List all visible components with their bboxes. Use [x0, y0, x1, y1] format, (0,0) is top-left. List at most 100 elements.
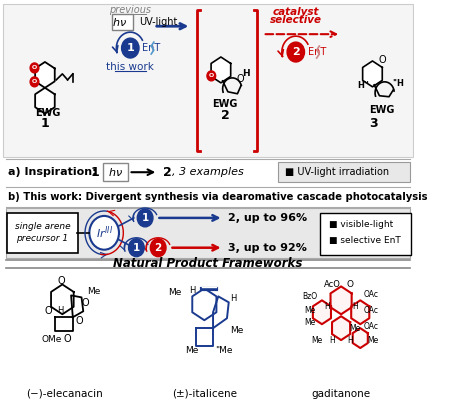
Text: 2: 2: [292, 47, 300, 57]
Text: Me: Me: [349, 324, 361, 333]
Text: Me: Me: [304, 306, 315, 315]
Polygon shape: [213, 297, 229, 328]
Text: OMe: OMe: [42, 335, 62, 344]
Text: ■ selective EnT: ■ selective EnT: [329, 236, 401, 245]
Text: O: O: [32, 65, 37, 70]
Text: H: H: [242, 70, 250, 79]
Text: 1: 1: [90, 166, 99, 179]
Text: (−)-elecanacin: (−)-elecanacin: [26, 389, 102, 399]
Text: O: O: [209, 73, 214, 79]
Text: 3: 3: [369, 117, 378, 130]
Text: $h\nu$: $h\nu$: [108, 166, 123, 178]
Text: 3, up to 92%: 3, up to 92%: [228, 243, 307, 253]
FancyBboxPatch shape: [112, 14, 133, 30]
Text: AcO: AcO: [324, 280, 341, 289]
Text: UV-light: UV-light: [139, 17, 177, 27]
Text: 2: 2: [221, 109, 229, 122]
Text: O: O: [378, 55, 386, 65]
FancyBboxPatch shape: [3, 4, 412, 157]
Text: EWG: EWG: [212, 99, 238, 109]
Text: 1: 1: [133, 243, 140, 253]
Text: O: O: [45, 306, 52, 316]
Text: H: H: [230, 294, 237, 303]
Text: gaditanone: gaditanone: [311, 389, 371, 399]
Polygon shape: [313, 300, 331, 324]
Text: ''H: ''H: [392, 79, 404, 88]
Text: Me: Me: [367, 335, 378, 344]
FancyBboxPatch shape: [6, 208, 410, 258]
Text: this work: this work: [106, 62, 154, 72]
Text: 1: 1: [141, 213, 149, 223]
Polygon shape: [192, 288, 217, 320]
FancyBboxPatch shape: [277, 162, 410, 182]
Text: O: O: [81, 298, 89, 308]
Text: Natural Product Frameworks: Natural Product Frameworks: [113, 257, 302, 270]
Text: O: O: [58, 276, 65, 286]
Circle shape: [128, 239, 144, 256]
Text: Me: Me: [230, 326, 244, 335]
Text: O: O: [76, 316, 83, 326]
Text: 2: 2: [155, 243, 162, 253]
Circle shape: [137, 209, 153, 227]
Text: BzO: BzO: [302, 292, 317, 301]
Circle shape: [90, 216, 119, 249]
Text: EWG: EWG: [35, 108, 60, 118]
Circle shape: [122, 38, 139, 58]
Polygon shape: [353, 328, 368, 348]
Text: H: H: [324, 302, 330, 311]
Text: H: H: [189, 286, 195, 295]
Polygon shape: [196, 328, 213, 346]
Text: selective: selective: [270, 15, 322, 25]
Polygon shape: [71, 295, 83, 317]
Text: O: O: [32, 79, 37, 84]
FancyBboxPatch shape: [7, 213, 78, 253]
Polygon shape: [363, 61, 382, 87]
Text: $Ir^{III}$: $Ir^{III}$: [96, 225, 113, 241]
Text: H: H: [352, 302, 358, 311]
Polygon shape: [51, 284, 73, 314]
Text: 2, up to 96%: 2, up to 96%: [228, 213, 307, 223]
Text: H'': H'': [357, 81, 369, 90]
Text: Me: Me: [311, 335, 322, 344]
Text: EWG: EWG: [369, 105, 395, 115]
Circle shape: [207, 71, 216, 81]
Text: OAc: OAc: [363, 321, 378, 330]
Text: , 3 examples: , 3 examples: [172, 167, 244, 177]
FancyBboxPatch shape: [320, 213, 411, 255]
FancyBboxPatch shape: [103, 163, 128, 181]
Text: 2: 2: [164, 166, 172, 179]
Polygon shape: [332, 316, 350, 340]
Text: Me: Me: [304, 318, 315, 327]
Text: Me: Me: [87, 287, 100, 296]
Text: previous: previous: [109, 5, 151, 15]
Text: H: H: [57, 306, 64, 315]
Text: EnT: EnT: [308, 47, 326, 57]
Text: catalyst: catalyst: [273, 7, 319, 17]
Text: Me: Me: [168, 288, 182, 297]
Polygon shape: [35, 88, 55, 114]
Text: EnT: EnT: [143, 43, 161, 53]
Text: O: O: [346, 280, 353, 289]
Polygon shape: [330, 286, 352, 314]
Text: b) This work: Divergent synthesis via dearomative cascade photocatalysis: b) This work: Divergent synthesis via de…: [9, 192, 428, 202]
Circle shape: [150, 239, 166, 256]
Text: (±)-italicene: (±)-italicene: [172, 389, 237, 399]
Text: O: O: [236, 74, 244, 84]
Text: O: O: [64, 334, 72, 344]
Text: OAc: OAc: [363, 290, 378, 299]
Text: single arene: single arene: [15, 222, 70, 231]
Text: Me: Me: [185, 346, 199, 355]
Polygon shape: [35, 62, 55, 88]
Text: precursor 1: precursor 1: [16, 234, 68, 243]
Text: OAc: OAc: [363, 306, 378, 315]
Text: a) Inspiration:: a) Inspiration:: [9, 167, 97, 177]
Text: H: H: [329, 335, 335, 344]
Text: ■ visible-light: ■ visible-light: [329, 220, 393, 229]
Polygon shape: [351, 300, 369, 324]
Text: 1: 1: [41, 117, 49, 130]
Text: H: H: [347, 335, 353, 344]
Text: "Me: "Me: [215, 346, 232, 355]
Polygon shape: [211, 57, 231, 83]
Text: ■ UV-light irradiation: ■ UV-light irradiation: [285, 167, 390, 177]
Circle shape: [287, 42, 304, 62]
